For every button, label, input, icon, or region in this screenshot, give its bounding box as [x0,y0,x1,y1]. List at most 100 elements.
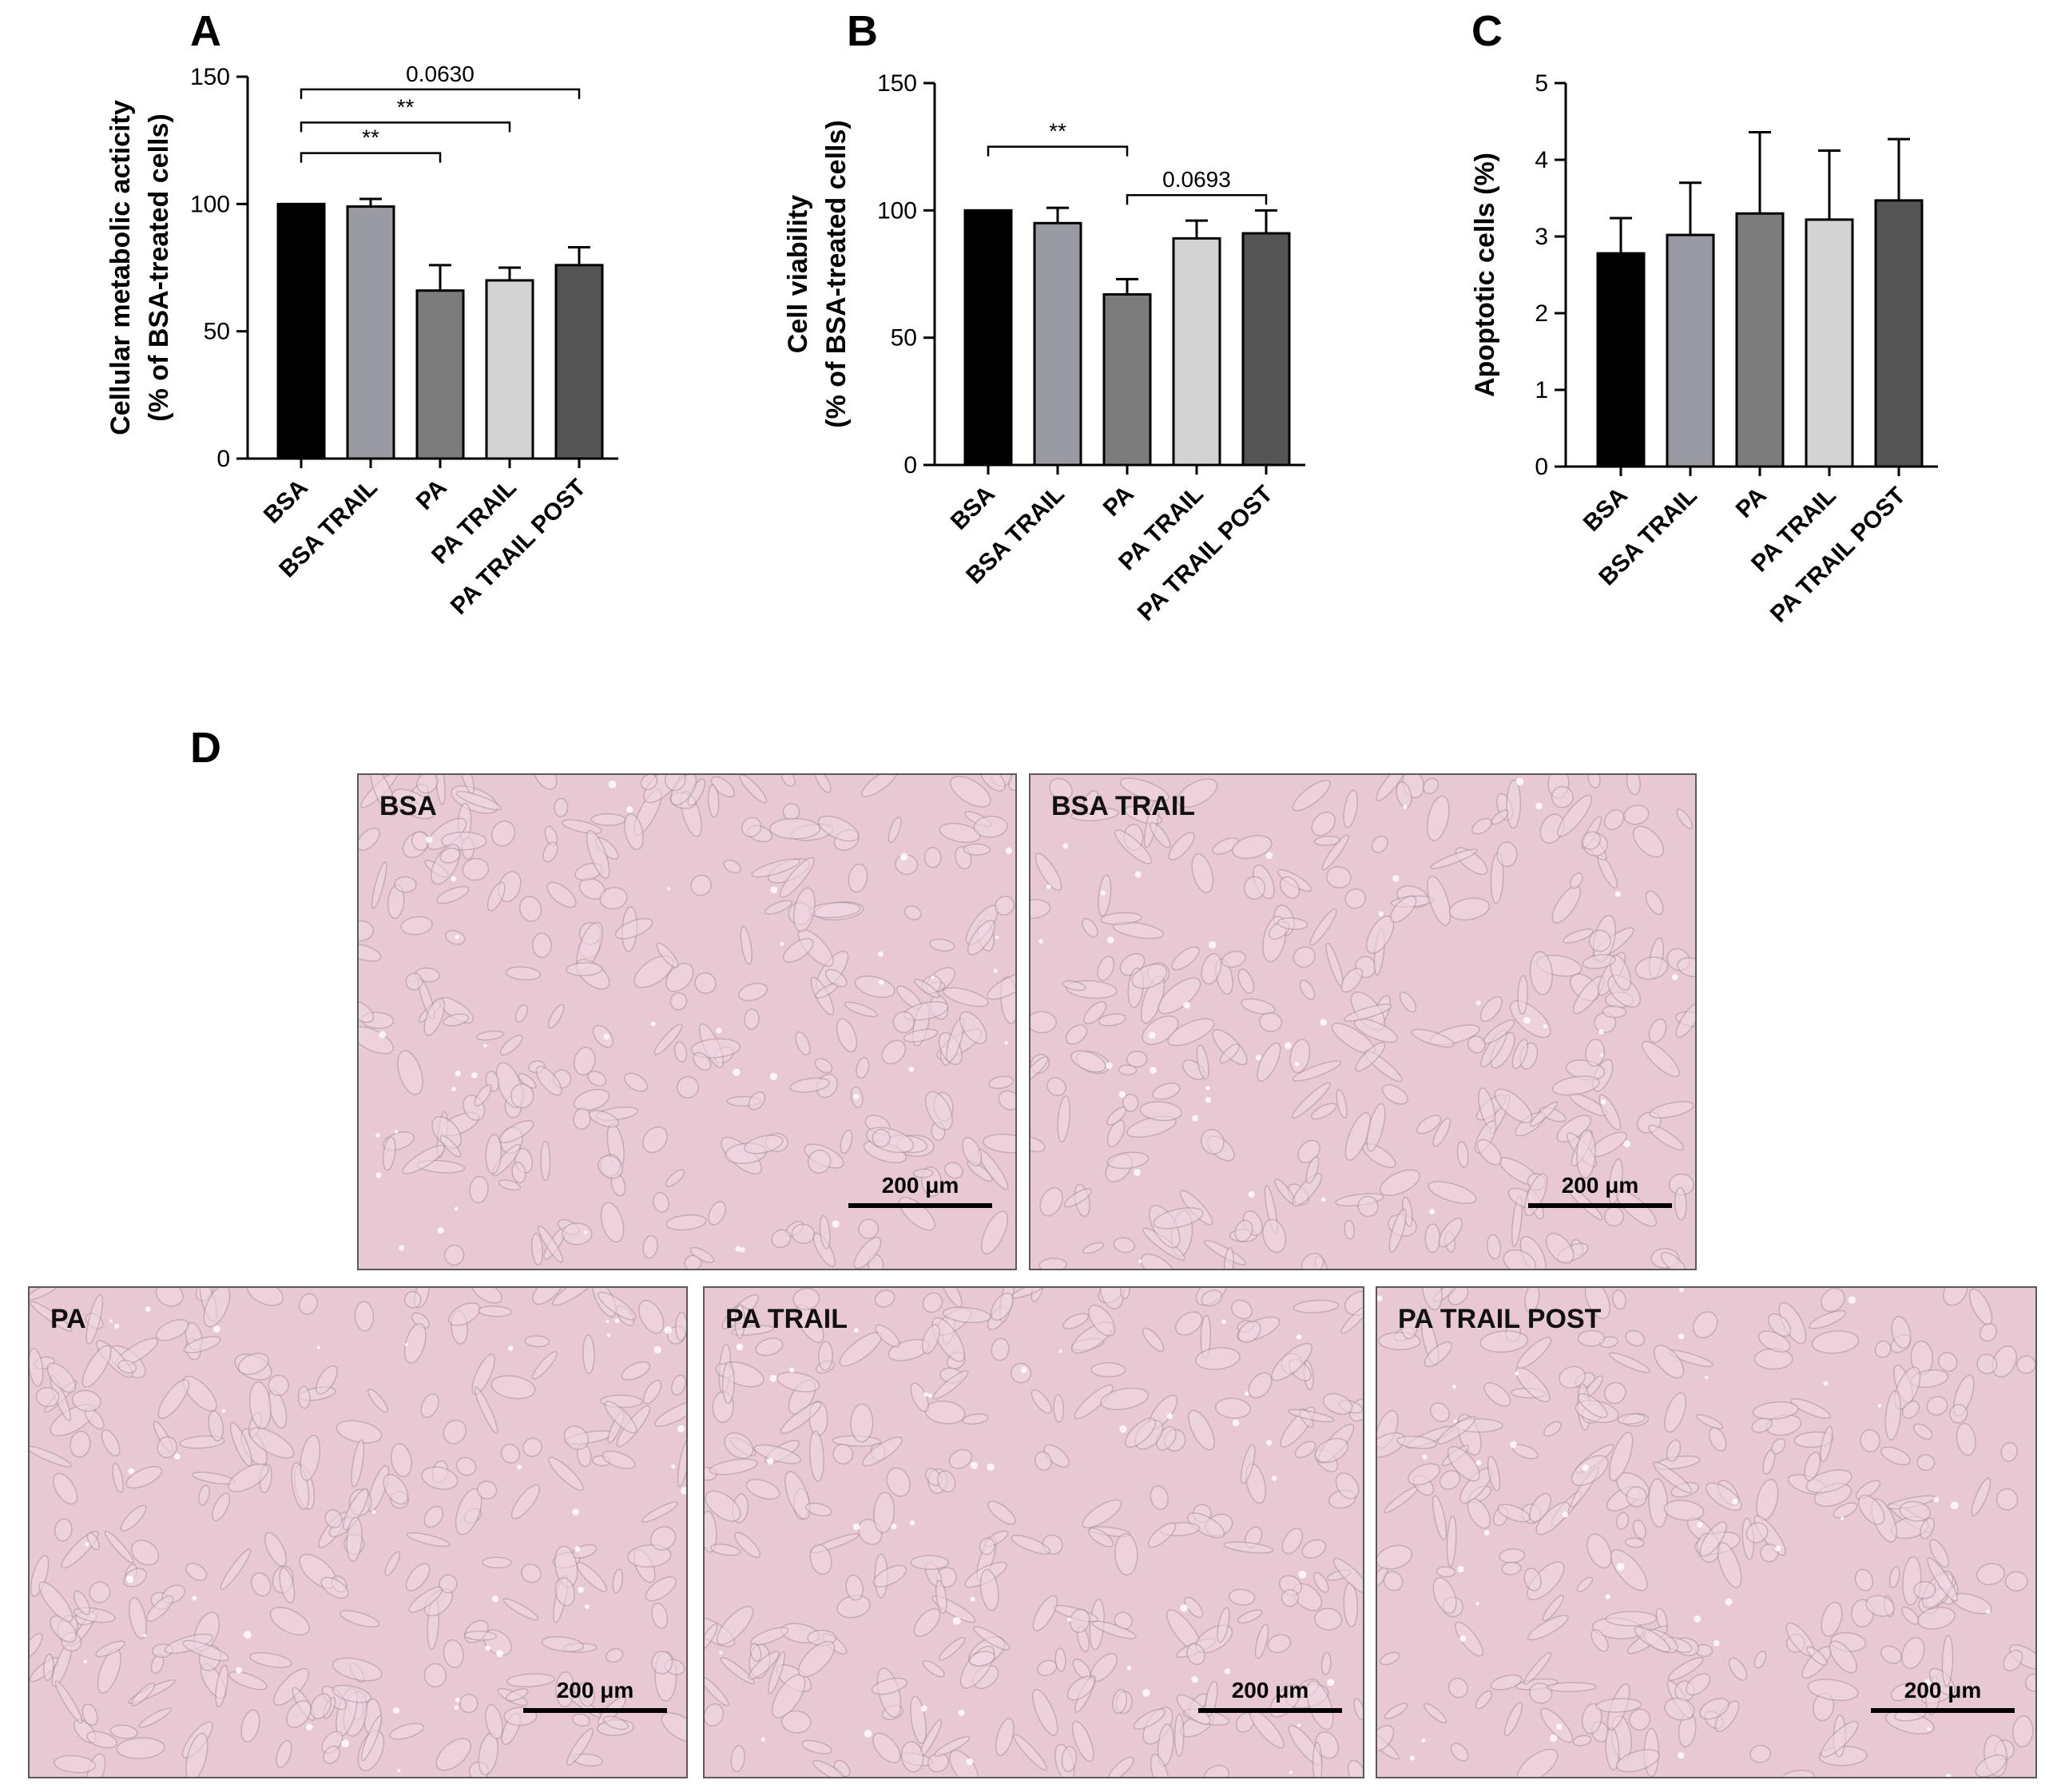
cell-shape [1293,1299,1340,1313]
micrograph-label: BSA [379,791,437,821]
cell-shape [1294,1440,1316,1459]
cell-highlight [770,886,778,894]
cell-shape [1313,1571,1329,1593]
cell-highlight [1191,1115,1198,1122]
cell-shape [1501,1561,1522,1575]
cell-shape [30,1445,73,1468]
cell-shape [1634,956,1669,980]
cell-shape [979,775,1006,792]
cell-shape [1057,1095,1071,1142]
cell-shape [1708,1427,1727,1452]
cell-shape [782,803,800,821]
cell-shape [1150,1753,1170,1777]
cell-shape [1321,834,1349,871]
cell-shape [995,1718,1015,1757]
cell-highlight [1562,1511,1569,1518]
cell-shape [506,1673,555,1687]
cell-shape [1557,794,1593,837]
cell-shape [923,846,942,868]
cell-shape [814,1058,833,1074]
cell-shape [1632,825,1665,858]
cell-shape [1430,1402,1450,1422]
cell-shape [874,1289,895,1308]
cell-shape [1629,1708,1651,1731]
cell-highlight [451,1087,456,1092]
cell-highlight [1623,1140,1631,1148]
cell-shape [112,1462,124,1493]
y-tick-label: 0 [903,452,917,479]
cell-shape [54,1518,73,1542]
cell-highlight [145,1306,151,1312]
cell-shape [1475,1690,1493,1710]
cell-shape [661,1712,686,1743]
cell-shape [1486,1234,1502,1260]
cell-highlight [1150,1067,1157,1075]
cell-highlight [733,1068,741,1076]
cell-highlight [1297,1723,1301,1727]
cell-shape [1899,1500,1931,1522]
cell-shape [780,1401,822,1434]
cell-shape [1616,1190,1658,1227]
cell-shape [182,1376,217,1412]
cell-shape [871,1677,907,1695]
cell-shape [1634,1626,1670,1652]
cell-highlight [1134,1168,1141,1176]
cell-shape [1497,1504,1531,1523]
cell-highlight [1183,1001,1191,1009]
cell-shape [1353,1018,1398,1043]
cell-highlight [1713,1640,1720,1647]
cell-shape [1436,1566,1456,1578]
cell-shape [1030,1136,1046,1153]
cell-shape [1347,1759,1363,1777]
cell-shape [423,997,446,1036]
cell-shape [862,1436,903,1467]
cell-highlight [789,1367,795,1373]
scale-bar-label: 200 μm [1231,1678,1309,1703]
cell-highlight [1705,1376,1709,1380]
cell-shape [1377,1544,1413,1570]
cell-highlight [491,1595,499,1603]
cell-shape [942,1306,991,1324]
cell-shape [185,1563,208,1581]
cell-shape [1941,1634,1954,1687]
cell-shape [642,1126,668,1154]
cell-shape [130,1683,156,1707]
cell-shape [1874,1340,1892,1358]
cell-shape [332,1657,383,1682]
cell-shape [1821,1601,1843,1637]
cell-shape [86,1730,117,1749]
cell-shape [2016,1355,2035,1374]
cell-shape [854,975,895,999]
cell-shape [394,876,417,893]
cell-shape [1243,876,1266,900]
cell-shape [389,1722,424,1740]
cell-shape [1438,1218,1463,1248]
cell-shape [1030,1011,1058,1034]
cell-highlight [1320,1019,1327,1026]
cell-shape [1142,1327,1165,1353]
cell-shape [1581,831,1601,850]
cell-shape [1968,1288,1993,1325]
cell-shape [1340,968,1363,993]
bar [415,289,465,460]
cell-shape [1652,1461,1693,1494]
cell-shape [669,992,688,1011]
cell-shape [240,1709,260,1743]
cell-highlight [1205,1096,1212,1103]
cell-shape [1147,1522,1177,1548]
cell-shape [1854,1568,1874,1591]
cell-shape [1212,1029,1248,1066]
cell-shape [1173,1713,1185,1757]
cell-shape [744,1008,760,1030]
cell-shape [599,887,628,910]
cell-shape [1529,1682,1553,1704]
cell-highlight [1265,852,1273,860]
cell-shape [805,1502,832,1517]
cell-highlight [221,1409,225,1413]
y-tick-label: 1 [1535,377,1548,403]
y-tick-label: 100 [877,197,917,224]
cell-shape [745,1479,780,1500]
cell-shape [1806,1646,1828,1667]
cell-shape [1114,1532,1138,1575]
panel-letter-b: B [847,7,878,55]
